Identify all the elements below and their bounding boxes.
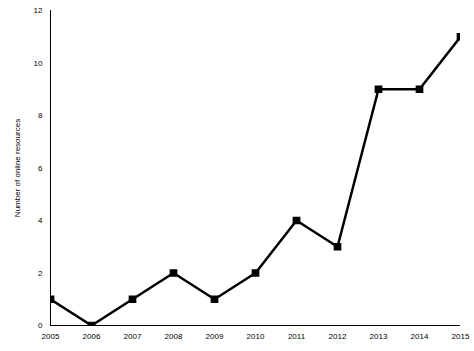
svg-text:2009: 2009	[206, 332, 224, 341]
svg-text:Number of online resources: Number of online resources	[13, 119, 22, 217]
svg-text:2007: 2007	[124, 332, 142, 341]
svg-text:12: 12	[34, 6, 43, 15]
svg-text:10: 10	[34, 59, 43, 68]
svg-text:2006: 2006	[83, 332, 101, 341]
svg-text:2008: 2008	[165, 332, 183, 341]
svg-text:4: 4	[38, 216, 43, 225]
svg-text:2005: 2005	[42, 332, 60, 341]
svg-text:2013: 2013	[370, 332, 388, 341]
svg-text:2: 2	[38, 269, 43, 278]
svg-text:6: 6	[38, 164, 43, 173]
svg-text:2015: 2015	[452, 332, 470, 341]
svg-text:0: 0	[38, 321, 43, 330]
svg-text:2011: 2011	[288, 332, 306, 341]
svg-text:2014: 2014	[411, 332, 429, 341]
svg-text:2012: 2012	[329, 332, 347, 341]
svg-text:8: 8	[38, 111, 43, 120]
svg-text:2010: 2010	[247, 332, 265, 341]
